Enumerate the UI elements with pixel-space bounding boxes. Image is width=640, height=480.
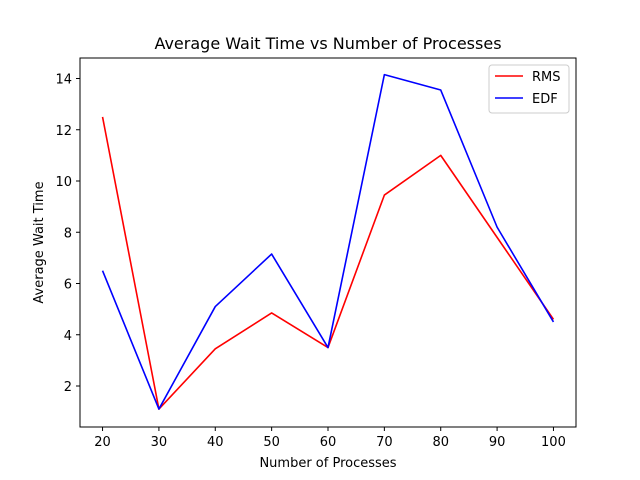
legend-label-rms: RMS — [532, 70, 561, 85]
plot-area-frame — [79, 57, 577, 428]
legend-label-edf: EDF — [532, 92, 558, 107]
series-layer — [101, 73, 555, 410]
y-axis-title: Average Wait Time — [32, 181, 47, 303]
y-tick-label: 4 — [64, 329, 72, 344]
x-axis-title: Number of Processes — [259, 456, 396, 471]
x-tick-label: 100 — [541, 435, 566, 450]
y-tick-label: 8 — [64, 226, 72, 241]
legend: RMS EDF — [488, 64, 570, 114]
y-tick-label: 2 — [64, 380, 72, 395]
x-tick-label: 40 — [207, 435, 224, 450]
y-tick-label: 10 — [55, 175, 72, 190]
x-tick-label: 90 — [489, 435, 506, 450]
y-tick-label: 12 — [55, 124, 72, 139]
x-tick-label: 80 — [432, 435, 449, 450]
legend-box — [488, 64, 570, 114]
x-tick-label: 30 — [151, 435, 168, 450]
x-tick-label: 70 — [376, 435, 393, 450]
y-tick-label: 6 — [64, 278, 72, 293]
chart-title: Average Wait Time vs Number of Processes — [154, 34, 501, 53]
x-tick-label: 60 — [320, 435, 337, 450]
x-tick-label: 50 — [263, 435, 280, 450]
series-line-edf — [101, 73, 555, 410]
y-tick-label: 14 — [55, 73, 72, 88]
tick-layer: 20 30 40 50 60 70 80 90 100 2 4 6 8 10 12 14 — [55, 73, 565, 451]
x-tick-label: 20 — [94, 435, 111, 450]
